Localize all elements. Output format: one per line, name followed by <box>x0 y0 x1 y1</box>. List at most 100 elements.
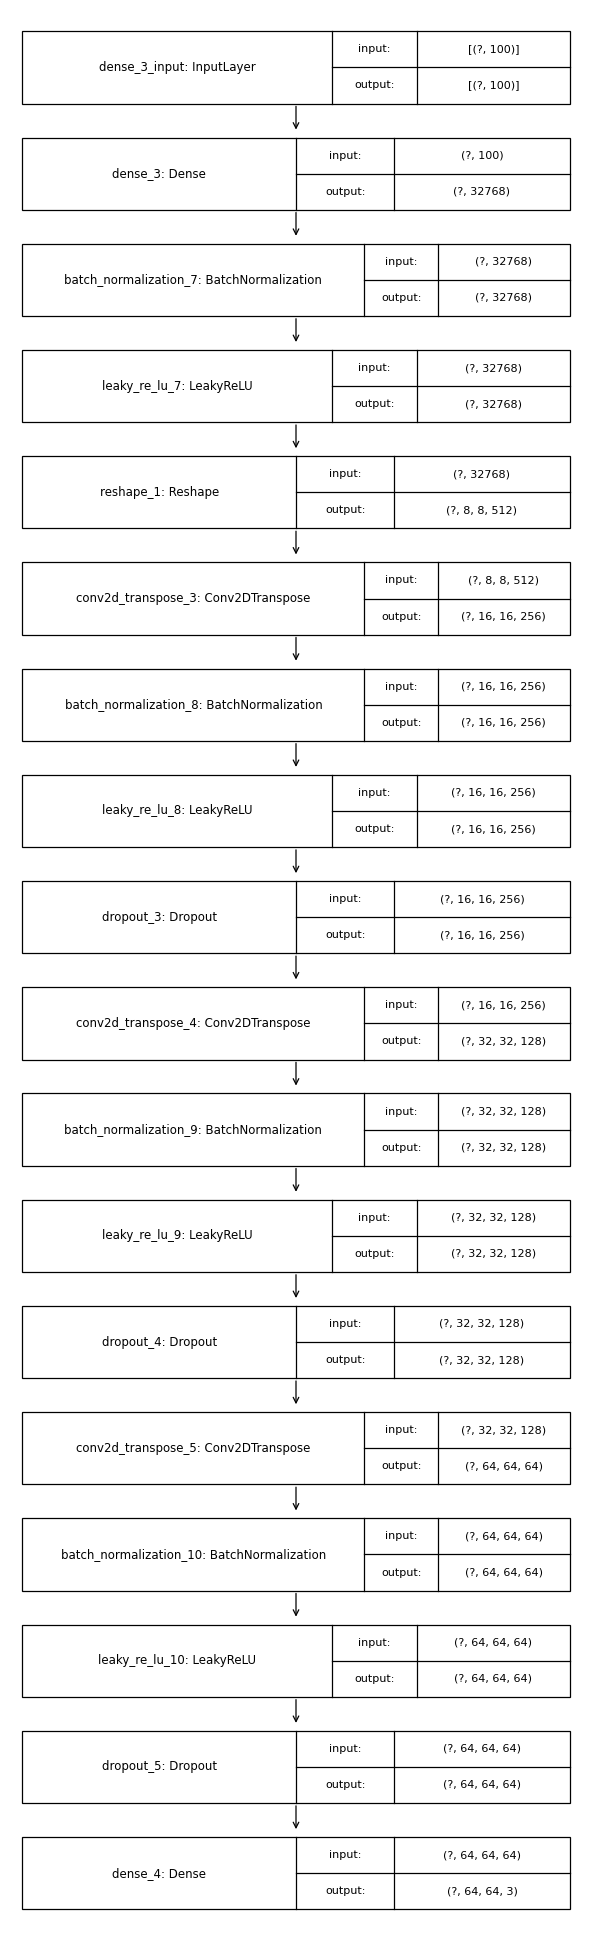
Text: output:: output: <box>325 1779 365 1791</box>
Text: (?, 32, 32, 128): (?, 32, 32, 128) <box>451 1212 536 1222</box>
Text: dense_4: Dense: dense_4: Dense <box>112 1867 206 1879</box>
Text: output:: output: <box>325 1355 365 1365</box>
Text: input:: input: <box>329 1744 362 1754</box>
Bar <box>22 1093 570 1165</box>
Text: (?, 8, 8, 512): (?, 8, 8, 512) <box>468 575 539 585</box>
Text: (?, 64, 64, 3): (?, 64, 64, 3) <box>446 1887 517 1896</box>
Text: (?, 32, 32, 128): (?, 32, 32, 128) <box>439 1320 525 1329</box>
Bar <box>22 1519 570 1591</box>
Text: (?, 16, 16, 256): (?, 16, 16, 256) <box>462 612 546 622</box>
Text: [(?, 100)]: [(?, 100)] <box>468 80 519 90</box>
Text: (?, 32, 32, 128): (?, 32, 32, 128) <box>451 1249 536 1259</box>
Text: (?, 32, 32, 128): (?, 32, 32, 128) <box>461 1425 546 1435</box>
Text: dropout_3: Dropout: dropout_3: Dropout <box>102 911 217 923</box>
Text: (?, 32768): (?, 32768) <box>465 399 522 409</box>
Text: dropout_5: Dropout: dropout_5: Dropout <box>102 1760 217 1773</box>
Text: (?, 64, 64, 64): (?, 64, 64, 64) <box>443 1849 521 1859</box>
Text: input:: input: <box>358 1638 391 1648</box>
Bar <box>22 1625 570 1697</box>
Text: conv2d_transpose_3: Conv2DTranspose: conv2d_transpose_3: Conv2DTranspose <box>76 592 311 604</box>
Text: input:: input: <box>329 1849 362 1859</box>
Text: input:: input: <box>329 893 362 903</box>
Text: conv2d_transpose_5: Conv2DTranspose: conv2d_transpose_5: Conv2DTranspose <box>76 1441 311 1455</box>
Text: (?, 8, 8, 512): (?, 8, 8, 512) <box>446 504 517 516</box>
Text: input:: input: <box>329 151 362 160</box>
Text: output:: output: <box>381 1568 422 1578</box>
Text: (?, 32768): (?, 32768) <box>465 364 522 373</box>
Text: dropout_4: Dropout: dropout_4: Dropout <box>102 1335 217 1349</box>
Bar <box>22 1838 570 1910</box>
Text: output:: output: <box>354 80 395 90</box>
Text: output:: output: <box>381 612 422 622</box>
Text: output:: output: <box>354 1673 395 1683</box>
Bar <box>22 987 570 1060</box>
Text: output:: output: <box>354 1249 395 1259</box>
Text: (?, 16, 16, 256): (?, 16, 16, 256) <box>440 893 525 903</box>
Text: (?, 100): (?, 100) <box>461 151 503 160</box>
Text: output:: output: <box>381 1036 422 1046</box>
Text: (?, 16, 16, 256): (?, 16, 16, 256) <box>462 1001 546 1011</box>
Text: batch_normalization_7: BatchNormalization: batch_normalization_7: BatchNormalizatio… <box>65 274 323 285</box>
Bar <box>22 31 570 104</box>
Text: (?, 64, 64, 64): (?, 64, 64, 64) <box>465 1531 543 1541</box>
Bar <box>22 350 570 422</box>
Text: (?, 64, 64, 64): (?, 64, 64, 64) <box>455 1673 532 1683</box>
Text: output:: output: <box>325 186 365 197</box>
Bar <box>22 456 570 528</box>
Text: leaky_re_lu_10: LeakyReLU: leaky_re_lu_10: LeakyReLU <box>98 1654 256 1668</box>
Text: input:: input: <box>385 682 417 692</box>
Text: (?, 32, 32, 128): (?, 32, 32, 128) <box>439 1355 525 1365</box>
Bar <box>22 1200 570 1273</box>
Text: dense_3_input: InputLayer: dense_3_input: InputLayer <box>99 61 255 74</box>
Text: (?, 16, 16, 256): (?, 16, 16, 256) <box>462 682 546 692</box>
Text: dense_3: Dense: dense_3: Dense <box>112 166 206 180</box>
Bar <box>22 1306 570 1378</box>
Text: (?, 16, 16, 256): (?, 16, 16, 256) <box>440 931 525 940</box>
Text: input:: input: <box>385 1107 417 1116</box>
Bar <box>22 137 570 209</box>
Text: (?, 32, 32, 128): (?, 32, 32, 128) <box>461 1036 546 1046</box>
Text: input:: input: <box>358 45 391 55</box>
Text: input:: input: <box>358 364 391 373</box>
Text: output:: output: <box>354 399 395 409</box>
Text: input:: input: <box>329 1320 362 1329</box>
Bar <box>22 774 570 847</box>
Text: input:: input: <box>358 788 391 798</box>
Text: output:: output: <box>381 1142 422 1153</box>
Text: (?, 64, 64, 64): (?, 64, 64, 64) <box>443 1779 521 1791</box>
Text: (?, 32, 32, 128): (?, 32, 32, 128) <box>461 1142 546 1153</box>
Bar <box>22 882 570 954</box>
Text: (?, 32768): (?, 32768) <box>453 186 510 197</box>
Text: input:: input: <box>358 1212 391 1222</box>
Text: output:: output: <box>325 931 365 940</box>
Text: (?, 64, 64, 64): (?, 64, 64, 64) <box>443 1744 521 1754</box>
Text: batch_normalization_8: BatchNormalization: batch_normalization_8: BatchNormalizatio… <box>65 698 322 712</box>
Text: (?, 16, 16, 256): (?, 16, 16, 256) <box>451 823 536 835</box>
Text: leaky_re_lu_8: LeakyReLU: leaky_re_lu_8: LeakyReLU <box>102 804 252 817</box>
Text: (?, 16, 16, 256): (?, 16, 16, 256) <box>462 717 546 727</box>
Text: output:: output: <box>354 823 395 835</box>
Text: (?, 16, 16, 256): (?, 16, 16, 256) <box>451 788 536 798</box>
Text: input:: input: <box>329 469 362 479</box>
Text: (?, 32768): (?, 32768) <box>475 256 532 266</box>
Bar <box>22 244 570 317</box>
Text: output:: output: <box>381 717 422 727</box>
Bar <box>22 669 570 741</box>
Text: output:: output: <box>381 1460 422 1472</box>
Text: batch_normalization_9: BatchNormalization: batch_normalization_9: BatchNormalizatio… <box>65 1122 323 1136</box>
Text: (?, 64, 64, 64): (?, 64, 64, 64) <box>455 1638 532 1648</box>
Text: (?, 32, 32, 128): (?, 32, 32, 128) <box>461 1107 546 1116</box>
Text: (?, 64, 64, 64): (?, 64, 64, 64) <box>465 1460 543 1472</box>
Bar <box>22 563 570 635</box>
Text: (?, 64, 64, 64): (?, 64, 64, 64) <box>465 1568 543 1578</box>
Bar <box>22 1412 570 1484</box>
Text: (?, 32768): (?, 32768) <box>475 293 532 303</box>
Text: input:: input: <box>385 1531 417 1541</box>
Text: conv2d_transpose_4: Conv2DTranspose: conv2d_transpose_4: Conv2DTranspose <box>76 1017 311 1030</box>
Text: output:: output: <box>325 504 365 516</box>
Text: [(?, 100)]: [(?, 100)] <box>468 45 519 55</box>
Text: output:: output: <box>381 293 422 303</box>
Text: output:: output: <box>325 1887 365 1896</box>
Text: leaky_re_lu_7: LeakyReLU: leaky_re_lu_7: LeakyReLU <box>102 379 252 393</box>
Bar <box>22 1730 570 1803</box>
